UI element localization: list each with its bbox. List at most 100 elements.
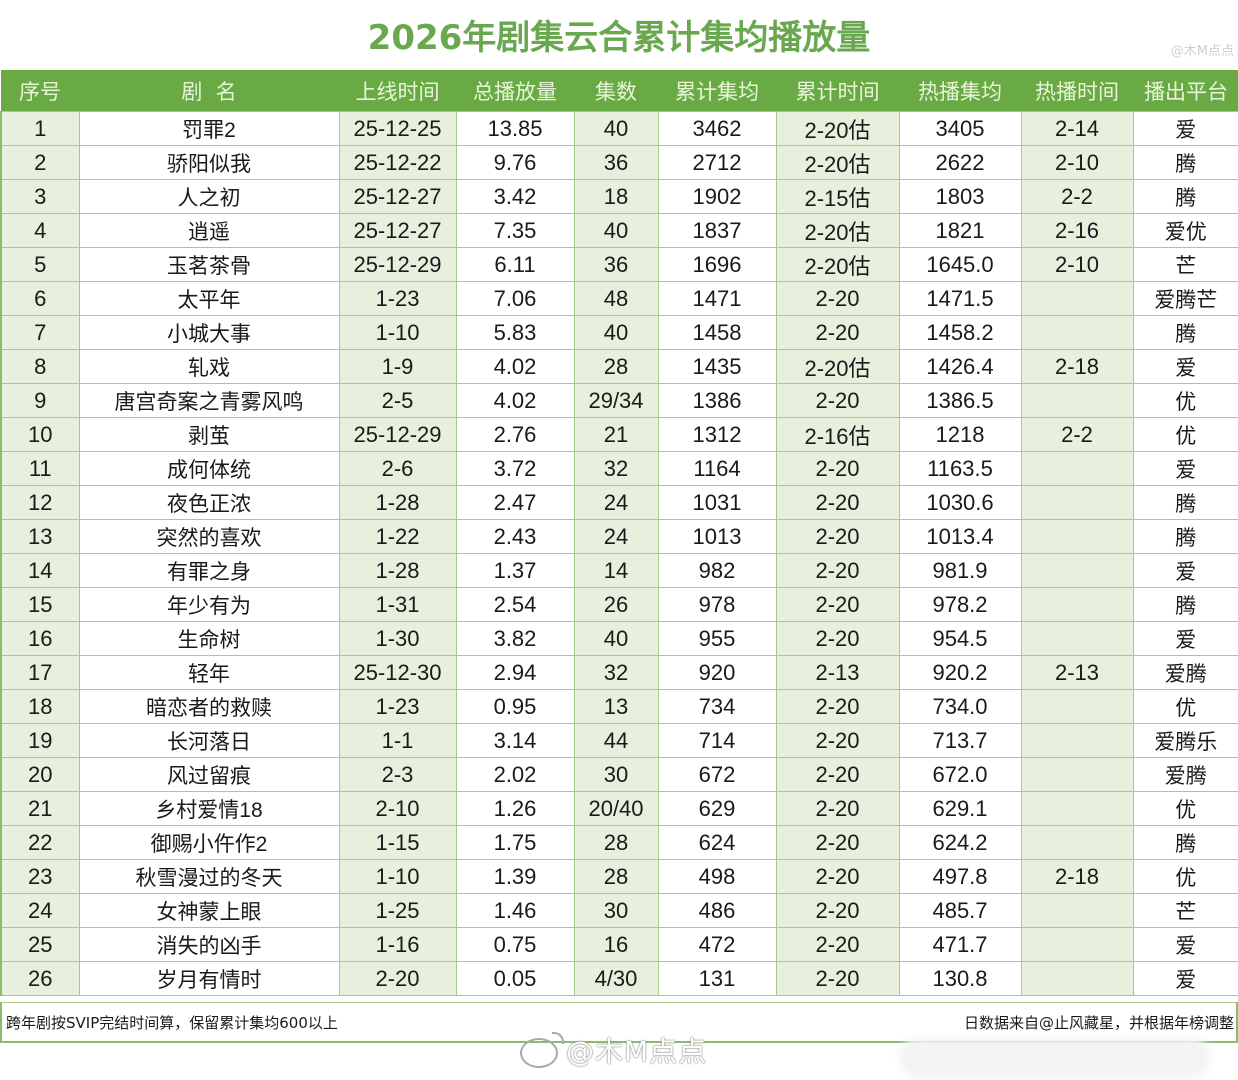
- cell-name: 轻年: [78, 655, 340, 690]
- cell-launch-date: 2-5: [338, 383, 457, 418]
- cell-platform: 优: [1132, 791, 1238, 826]
- cell-hot-avg: 629.1: [898, 791, 1022, 826]
- cell-platform: 腾: [1132, 587, 1238, 622]
- cell-total-views: 2.54: [455, 587, 575, 622]
- cell-launch-date: 1-23: [338, 281, 457, 316]
- cell-cumulative-avg: 624: [657, 825, 777, 860]
- cell-platform: 优: [1132, 859, 1238, 894]
- cell-platform: 爱腾: [1132, 655, 1238, 690]
- table-row: 22 御赐小仵作2 1-15 1.75 28 624 2-20 624.2 腾: [0, 825, 1238, 860]
- cell-hot-date: [1020, 757, 1134, 792]
- cell-name: 年少有为: [78, 587, 340, 622]
- cell-platform: 腾: [1132, 485, 1238, 520]
- cell-total-views: 2.94: [455, 655, 575, 690]
- cell-name: 逍遥: [78, 213, 340, 248]
- cell-launch-date: 2-10: [338, 791, 457, 826]
- cell-hot-date: [1020, 383, 1134, 418]
- cell-platform: 芒: [1132, 247, 1238, 282]
- cell-hot-date: [1020, 621, 1134, 656]
- cell-episodes: 26: [573, 587, 659, 622]
- cell-rank: 7: [0, 315, 80, 350]
- cell-rank: 13: [0, 519, 80, 554]
- cell-hot-date: 2-10: [1020, 247, 1134, 282]
- header-rank: 序号: [1, 70, 79, 112]
- cell-cumulative-avg: 1435: [657, 349, 777, 384]
- cell-total-views: 0.95: [455, 689, 575, 724]
- cell-total-views: 0.75: [455, 927, 575, 962]
- cell-hot-date: [1020, 689, 1134, 724]
- cell-cumulative-avg: 920: [657, 655, 777, 690]
- cell-platform: 腾: [1132, 519, 1238, 554]
- cell-episodes: 40: [573, 111, 659, 146]
- cell-platform: 腾: [1132, 145, 1238, 180]
- cell-hot-avg: 2622: [898, 145, 1022, 180]
- cell-total-views: 4.02: [455, 383, 575, 418]
- cell-name: 剥茧: [78, 417, 340, 452]
- cell-launch-date: 25-12-29: [338, 417, 457, 452]
- cell-total-views: 3.14: [455, 723, 575, 758]
- cell-launch-date: 1-25: [338, 893, 457, 928]
- cell-cumulative-date: 2-20: [775, 927, 900, 962]
- cell-launch-date: 1-28: [338, 485, 457, 520]
- cell-hot-date: 2-2: [1020, 417, 1134, 452]
- cell-platform: 爱: [1132, 553, 1238, 588]
- cell-hot-date: [1020, 451, 1134, 486]
- cell-launch-date: 1-15: [338, 825, 457, 860]
- cell-rank: 8: [0, 349, 80, 384]
- cell-platform: 爱: [1132, 961, 1238, 996]
- cell-cumulative-date: 2-20: [775, 315, 900, 350]
- cell-episodes: 28: [573, 825, 659, 860]
- cell-total-views: 0.05: [455, 961, 575, 996]
- cell-total-views: 1.26: [455, 791, 575, 826]
- cell-cumulative-avg: 1031: [657, 485, 777, 520]
- table-row: 25 消失的凶手 1-16 0.75 16 472 2-20 471.7 爱: [0, 927, 1238, 962]
- cell-rank: 10: [0, 417, 80, 452]
- table-row: 6 太平年 1-23 7.06 48 1471 2-20 1471.5 爱腾芒: [0, 281, 1238, 316]
- cell-hot-avg: 1458.2: [898, 315, 1022, 350]
- cell-hot-date: 2-16: [1020, 213, 1134, 248]
- cell-total-views: 2.43: [455, 519, 575, 554]
- cell-hot-date: [1020, 587, 1134, 622]
- cell-total-views: 1.75: [455, 825, 575, 860]
- cell-hot-date: 2-14: [1020, 111, 1134, 146]
- table-row: 17 轻年 25-12-30 2.94 32 920 2-13 920.2 2-13 爱腾: [0, 655, 1238, 690]
- cell-episodes: 40: [573, 621, 659, 656]
- header-cumulative-avg: 累计集均: [658, 70, 776, 112]
- table-row: 8 轧戏 1-9 4.02 28 1435 2-20估 1426.4 2-18 爱: [0, 349, 1238, 384]
- cell-episodes: 30: [573, 757, 659, 792]
- weibo-icon: [520, 1032, 564, 1068]
- cell-launch-date: 1-10: [338, 315, 457, 350]
- cell-name: 乡村爱情18: [78, 791, 340, 826]
- cell-hot-avg: 1821: [898, 213, 1022, 248]
- cell-hot-avg: 130.8: [898, 961, 1022, 996]
- cell-hot-date: 2-10: [1020, 145, 1134, 180]
- cell-name: 秋雪漫过的冬天: [78, 859, 340, 894]
- cell-rank: 25: [0, 927, 80, 962]
- cell-rank: 23: [0, 859, 80, 894]
- cell-platform: 优: [1132, 383, 1238, 418]
- cell-hot-date: [1020, 485, 1134, 520]
- table-row: 23 秋雪漫过的冬天 1-10 1.39 28 498 2-20 497.8 2-18 优: [0, 859, 1238, 894]
- cell-launch-date: 1-16: [338, 927, 457, 962]
- cell-platform: 爱: [1132, 349, 1238, 384]
- cell-total-views: 3.82: [455, 621, 575, 656]
- cell-episodes: 36: [573, 247, 659, 282]
- cell-platform: 爱: [1132, 111, 1238, 146]
- cell-launch-date: 1-23: [338, 689, 457, 724]
- cell-rank: 1: [0, 111, 80, 146]
- table-row: 2 骄阳似我 25-12-22 9.76 36 2712 2-20估 2622 2-10 腾: [0, 145, 1238, 180]
- cell-rank: 16: [0, 621, 80, 656]
- cell-cumulative-date: 2-20: [775, 757, 900, 792]
- cell-total-views: 1.37: [455, 553, 575, 588]
- footer-note-left: 跨年剧按SVIP完结时间算，保留累计集均600以上: [6, 1014, 338, 1032]
- cell-name: 有罪之身: [78, 553, 340, 588]
- cell-platform: 爱腾乐: [1132, 723, 1238, 758]
- cell-hot-date: [1020, 281, 1134, 316]
- cell-episodes: 24: [573, 519, 659, 554]
- cell-hot-avg: 1426.4: [898, 349, 1022, 384]
- table-row: 16 生命树 1-30 3.82 40 955 2-20 954.5 爱: [0, 621, 1238, 656]
- top-right-watermark: @木M点点: [1170, 44, 1234, 59]
- table-body: 1 罚罪2 25-12-25 13.85 40 3462 2-20估 3405 2-14 爱 2 骄阳…: [0, 111, 1238, 996]
- cell-episodes: 21: [573, 417, 659, 452]
- cell-episodes: 14: [573, 553, 659, 588]
